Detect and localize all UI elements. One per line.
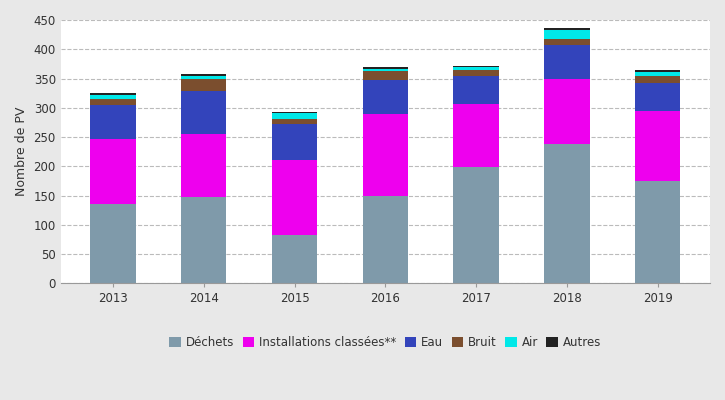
Bar — [453, 104, 499, 168]
Bar — [635, 72, 681, 76]
Bar — [544, 144, 589, 283]
Bar — [544, 44, 589, 78]
Bar — [181, 134, 226, 197]
Bar — [362, 69, 408, 71]
Bar — [635, 181, 681, 283]
Bar — [272, 160, 318, 235]
Bar — [453, 76, 499, 104]
Bar — [362, 71, 408, 80]
Bar — [181, 74, 226, 76]
Y-axis label: Nombre de PV: Nombre de PV — [15, 107, 28, 196]
Bar — [453, 68, 499, 70]
Bar — [90, 139, 136, 204]
Bar — [90, 99, 136, 105]
Bar — [90, 204, 136, 283]
Bar — [362, 67, 408, 69]
Bar — [635, 70, 681, 72]
Bar — [272, 119, 318, 124]
Bar — [362, 80, 408, 114]
Legend: Déchets, Installations classées**, Eau, Bruit, Air, Autres: Déchets, Installations classées**, Eau, … — [165, 332, 606, 354]
Bar — [181, 197, 226, 283]
Bar — [272, 235, 318, 283]
Bar — [544, 28, 589, 30]
Bar — [544, 30, 589, 39]
Bar — [362, 196, 408, 283]
Bar — [90, 95, 136, 99]
Bar — [635, 83, 681, 111]
Bar — [181, 92, 226, 134]
Bar — [635, 111, 681, 181]
Bar — [453, 168, 499, 283]
Bar — [181, 76, 226, 78]
Bar — [635, 76, 681, 83]
Bar — [544, 39, 589, 44]
Bar — [544, 78, 589, 144]
Bar — [453, 70, 499, 76]
Bar — [90, 105, 136, 139]
Bar — [362, 114, 408, 196]
Bar — [272, 113, 318, 119]
Bar — [453, 66, 499, 68]
Bar — [272, 124, 318, 160]
Bar — [272, 112, 318, 113]
Bar — [90, 92, 136, 95]
Bar — [181, 78, 226, 92]
